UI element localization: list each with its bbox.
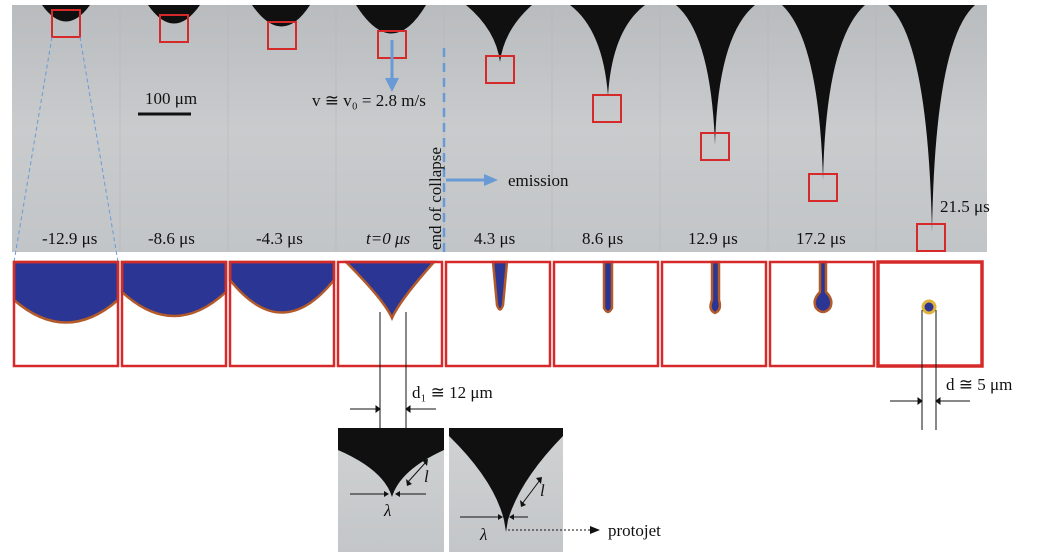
jet-frame-6	[570, 5, 645, 96]
time-label-1: -12.9 μs	[42, 229, 97, 248]
end-of-collapse-label: end of collapse	[426, 147, 445, 250]
roi-box-2	[159, 14, 189, 43]
sim-panel-2	[120, 260, 228, 368]
sim-panel-6	[552, 260, 660, 368]
roi-box-7	[700, 132, 730, 161]
l-label-left: l	[424, 467, 429, 486]
jet-frame-9	[888, 5, 975, 232]
closeup-panel-left: l λ	[338, 428, 444, 552]
protojet-label: protojet	[608, 521, 661, 540]
lambda-label-right: λ	[479, 525, 487, 544]
roi-box-9	[916, 223, 946, 252]
sim-panel-4	[336, 260, 444, 368]
scale-bar-label: 100 μm	[145, 89, 197, 108]
sim-panel-5	[444, 260, 552, 368]
time-label-3: -4.3 μs	[256, 229, 303, 248]
time-label-5: 4.3 μs	[474, 229, 515, 248]
time-label-7: 12.9 μs	[688, 229, 738, 248]
time-labels: -12.9 μs -8.6 μs -4.3 μs t=0 μs 4.3 μs 8…	[42, 197, 990, 248]
roi-box-5	[485, 55, 515, 84]
d-label: d ≅ 5 μm	[946, 375, 1012, 394]
time-label-8: 17.2 μs	[796, 229, 846, 248]
d-measurement	[890, 310, 970, 430]
time-label-4: t=0 μs	[366, 229, 410, 248]
jet-frame-7	[676, 5, 755, 145]
sim-panel-3	[228, 260, 336, 368]
sim-panel-8	[768, 260, 876, 368]
sim-panel-1	[12, 260, 120, 368]
simulation-row	[12, 260, 984, 368]
zoom-guides	[13, 36, 119, 263]
emission-label: emission	[508, 171, 569, 190]
velocity-arrow	[385, 40, 399, 92]
closeup-panel-right: l λ	[449, 428, 563, 552]
protojet-pointer	[508, 526, 600, 534]
velocity-label: v ≅ v₀ = 2.8 m/s	[312, 91, 426, 110]
roi-box-3	[267, 21, 297, 50]
d1-label: d₁ ≅ 12 μm	[412, 383, 493, 402]
emission-arrow	[446, 174, 498, 186]
roi-box-1	[51, 9, 81, 38]
d1-measurement	[350, 312, 436, 430]
time-label-9: 21.5 μs	[940, 197, 990, 216]
jet-frame-8	[782, 5, 865, 180]
time-label-6: 8.6 μs	[582, 229, 623, 248]
meniscus-frame-4	[356, 5, 426, 34]
l-label-right: l	[540, 481, 545, 500]
frame-seams	[119, 5, 877, 252]
sim-panel-9	[876, 260, 984, 368]
sim-panel-7	[660, 260, 768, 368]
jet-frame-5	[466, 5, 532, 62]
experiment-strip: 100 μm v ≅ v₀ = 2.8 m/s end of collapse …	[12, 5, 990, 252]
lambda-label-left: λ	[383, 501, 391, 520]
roi-box-8	[808, 173, 838, 202]
time-label-2: -8.6 μs	[148, 229, 195, 248]
roi-box-6	[592, 94, 622, 123]
